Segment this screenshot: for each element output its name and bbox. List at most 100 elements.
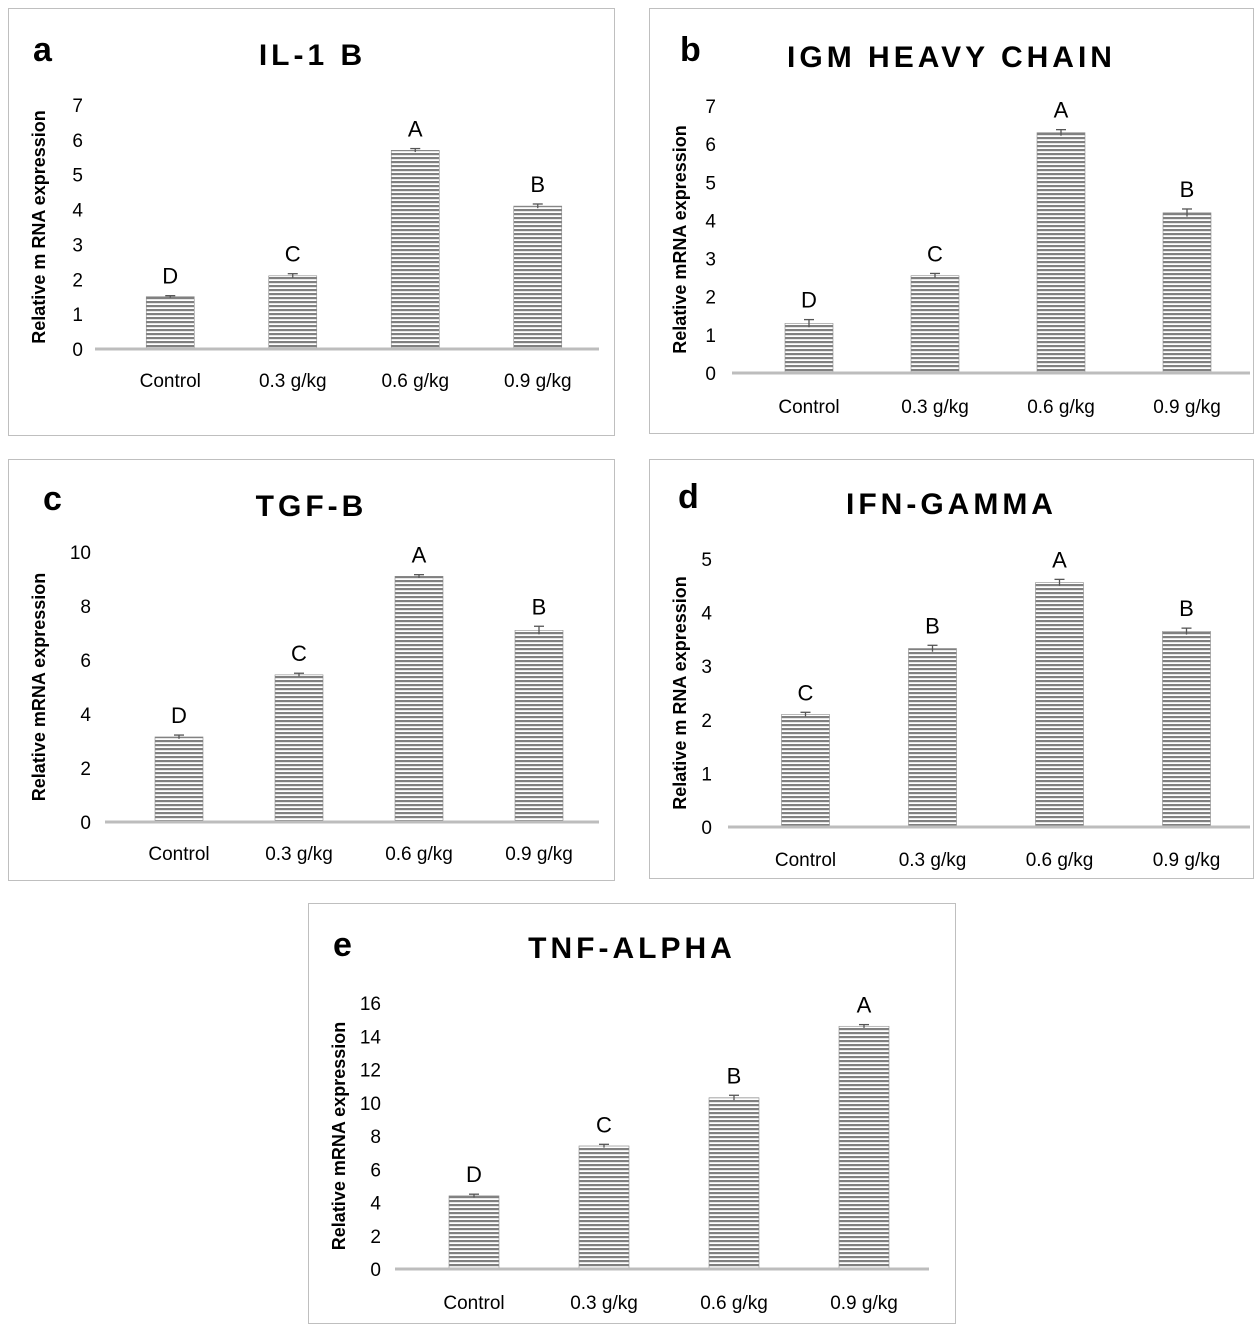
bar-chart: Relative mRNA expression 0 2 4 6 8 10 D Control C… [29,543,599,865]
y-tick-label: 2 [72,270,83,291]
x-category-label: 0.3 g/kg [899,850,967,871]
bar [1036,132,1086,374]
error-bar [1181,627,1192,635]
bar [390,150,440,350]
y-tick-label: 6 [705,135,716,156]
bar [578,1145,630,1270]
error-bar [804,318,814,328]
significance-letter: B [1179,596,1194,621]
y-tick-label: 5 [701,550,712,571]
y-tick-label: 4 [72,201,83,222]
y-tick-label: 8 [370,1127,381,1148]
x-category-label: Control [778,397,839,418]
chart-panel-e: e TNF-ALPHA Relative mRNA expression 0 2 4 6… [308,903,956,1324]
error-bar [1182,208,1192,217]
chart-panel-d: d IFN-GAMMA Relative m RNA expression 0 1 2… [649,459,1254,879]
y-tick-label: 5 [705,173,716,194]
error-bar [410,147,421,153]
significance-letter: D [171,703,187,728]
significance-letter: C [798,680,814,705]
error-bar [294,672,304,677]
significance-letter: A [857,993,872,1018]
y-tick-label: 4 [370,1194,381,1215]
bar [514,630,564,823]
y-tick-label: 10 [360,1094,381,1115]
x-category-label: 0.6 g/kg [1026,850,1094,871]
y-tick-label: 2 [80,759,91,780]
bar-chart: Relative mRNA expression 0 2 4 6 8 10 12 14 16 D Co… [329,993,929,1314]
y-tick-label: 12 [360,1061,381,1082]
y-tick-label: 6 [72,131,83,152]
y-tick-label: 3 [705,250,716,271]
significance-letter: A [408,117,423,142]
y-tick-label: 2 [701,711,712,732]
error-bar [1054,578,1065,586]
y-tick-label: 0 [705,364,716,385]
significance-letter: A [1054,98,1069,123]
significance-letter: B [532,594,547,619]
y-axis-label: Relative m RNA expression [670,576,690,809]
y-tick-label: 6 [370,1160,381,1181]
error-bar [599,1143,609,1148]
error-bar [859,1023,869,1028]
y-tick-label: 10 [70,543,91,564]
bar [784,323,834,374]
y-axis-label: Relative mRNA expression [329,1022,349,1250]
chart-title: TGF-B [255,490,368,523]
bar-chart: Relative m RNA expression 0 1 2 3 4 5 6 7 D Contro… [29,96,599,392]
y-axis-label: Relative m RNA expression [29,110,49,343]
chart-title: IGM HEAVY CHAIN [787,41,1116,74]
bar [1035,582,1084,828]
y-tick-label: 4 [705,211,716,232]
significance-letter: D [801,288,817,313]
bar [1162,631,1211,828]
significance-letter: C [291,641,307,666]
bar [910,275,960,374]
error-bar [469,1193,479,1198]
y-tick-label: 4 [80,705,91,726]
error-bar [532,203,543,209]
bar [448,1195,500,1270]
significance-letter: B [727,1063,742,1088]
x-category-label: 0.3 g/kg [265,844,333,865]
y-tick-label: 16 [360,994,381,1015]
chart-panel-c: c TGF-B Relative mRNA expression 0 2 4 6 8 10 D… [8,459,615,881]
chart-panel-b: b IGM HEAVY CHAIN Relative mRNA expressi… [649,8,1254,434]
y-tick-label: 0 [80,813,91,834]
chart-title: TNF-ALPHA [528,932,736,965]
panel-label: b [680,31,701,69]
chart-panel-a: a IL-1 B Relative m RNA expression 0 1 2 3 4 5… [8,8,615,436]
error-bar [1056,128,1066,136]
panel-label: d [678,478,699,516]
significance-letter: A [412,543,427,568]
x-category-label: 0.3 g/kg [259,371,327,392]
panel-label: e [333,926,352,964]
significance-letter: B [925,613,940,638]
bar-chart: Relative mRNA expression 0 1 2 3 4 5 6 7 D Control… [670,97,1250,418]
x-category-label: 0.3 g/kg [570,1293,638,1314]
panel-label: c [43,480,62,518]
x-category-label: 0.9 g/kg [830,1293,898,1314]
significance-letter: B [530,172,545,197]
x-category-label: 0.6 g/kg [385,844,453,865]
significance-letter: C [596,1112,612,1137]
y-axis-label: Relative mRNA expression [29,573,49,801]
y-tick-label: 3 [72,235,83,256]
error-bar [174,734,184,739]
x-category-label: 0.9 g/kg [1153,850,1221,871]
x-category-label: 0.6 g/kg [381,371,449,392]
x-category-label: 0.9 g/kg [504,371,572,392]
y-axis-label: Relative mRNA expression [670,125,690,353]
y-tick-label: 6 [80,651,91,672]
bar [1162,212,1212,374]
x-category-label: Control [148,844,209,865]
bar [268,275,318,350]
x-category-label: 0.6 g/kg [700,1293,768,1314]
significance-letter: A [1052,547,1067,572]
y-tick-label: 1 [705,326,716,347]
panel-label: a [33,31,52,69]
error-bar [927,644,938,652]
bar [274,674,324,823]
chart-title: IL-1 B [258,39,367,72]
bar [154,736,204,823]
